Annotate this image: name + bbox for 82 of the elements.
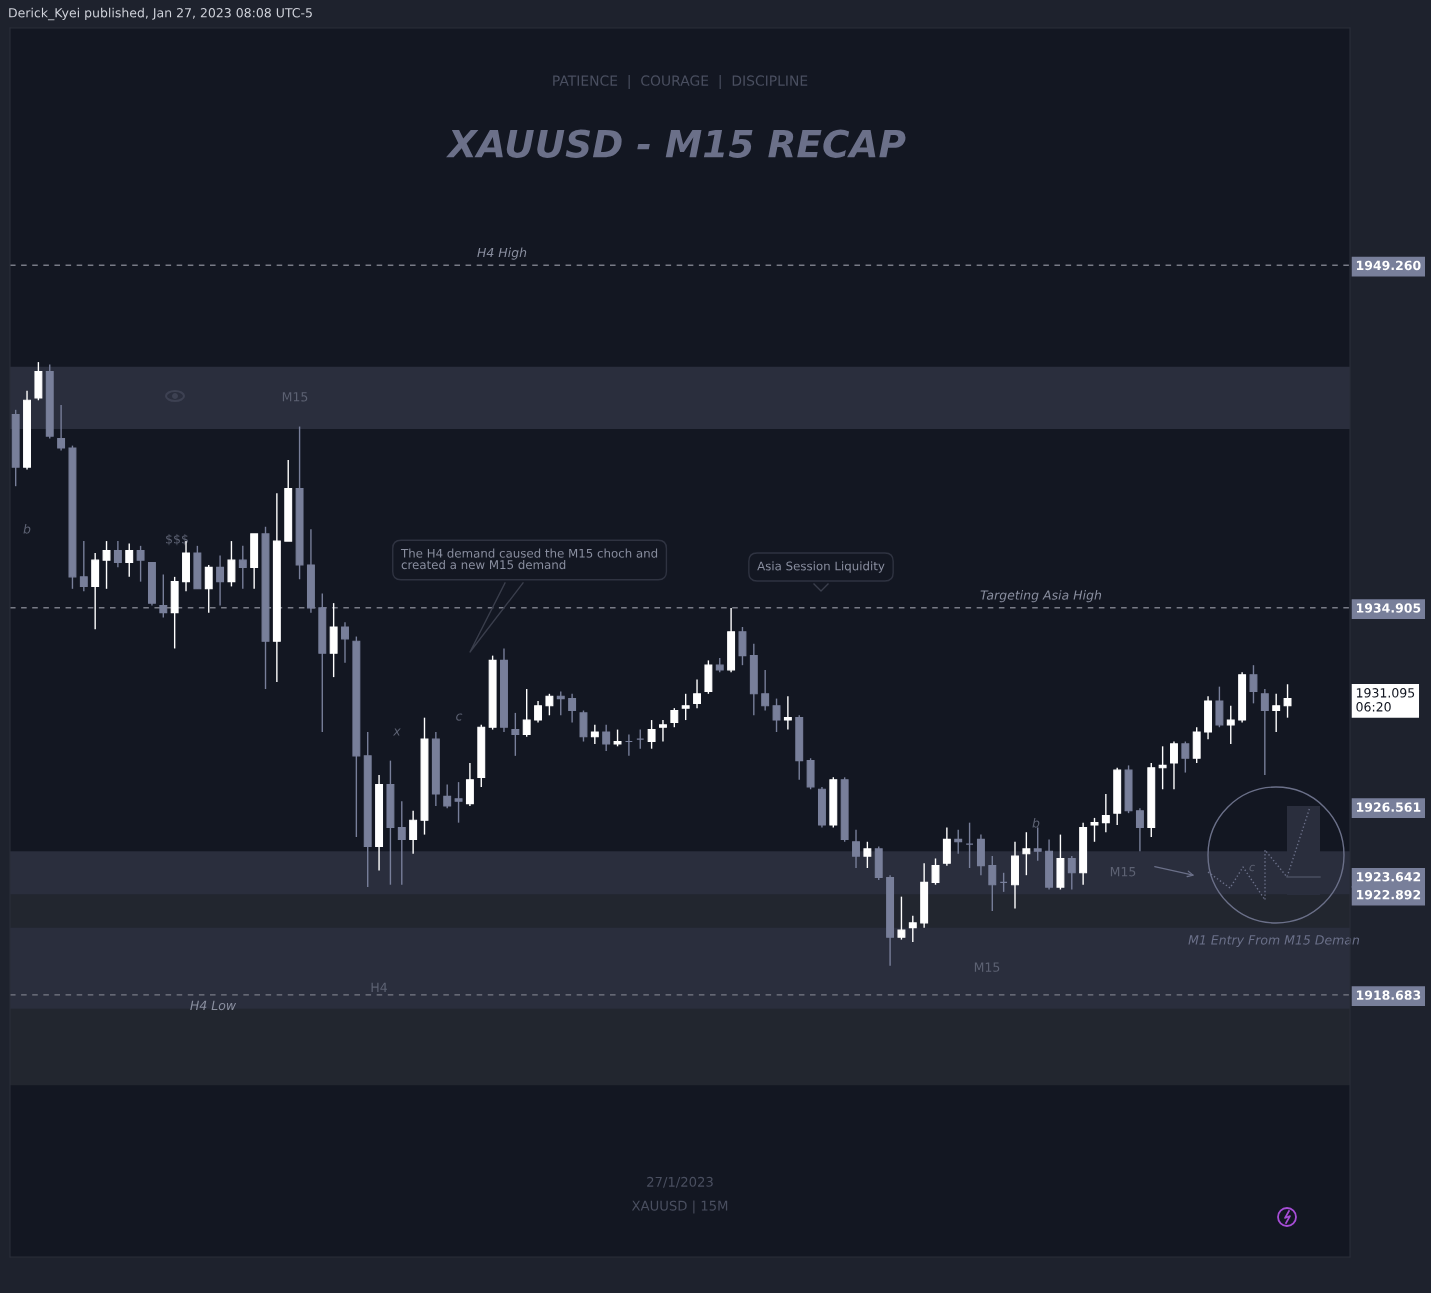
candlestick	[1101, 793, 1110, 833]
candlestick	[1181, 740, 1190, 774]
y-tick-label: 1931.095 06:20	[1356, 688, 1415, 712]
annotation: x	[392, 728, 401, 736]
ref-line-label: H4 Low	[190, 1000, 237, 1011]
annotation: M1 Entry From M15 Deman	[1188, 935, 1360, 948]
y-tick-label: 1926.561	[1356, 802, 1421, 812]
candlestick	[647, 719, 656, 750]
candlestick	[397, 800, 406, 886]
candlestick	[136, 545, 145, 583]
candlestick	[1170, 740, 1178, 790]
candlestick	[1090, 817, 1099, 843]
candlestick	[738, 626, 747, 666]
candlestick	[931, 857, 940, 886]
candlestick	[79, 540, 88, 592]
candlestick	[852, 829, 860, 869]
candlestick	[783, 695, 792, 731]
candlestick	[534, 700, 543, 724]
y-tick-label: 1918.683	[1356, 990, 1421, 1000]
annotation: Asia Session Liquidity	[757, 561, 885, 573]
candlestick	[1022, 831, 1031, 876]
candlestick	[57, 404, 66, 452]
candlestick	[204, 564, 213, 614]
candlestick	[988, 855, 997, 912]
candlestick	[659, 719, 667, 743]
candlestick	[1033, 826, 1042, 862]
candlestick	[1215, 685, 1224, 728]
candlestick	[341, 621, 349, 664]
annotation: 27/1/2023	[647, 1176, 713, 1188]
candlestick	[590, 724, 599, 745]
candlestick	[556, 690, 565, 716]
candlestick	[681, 693, 690, 721]
candlestick	[693, 678, 701, 709]
text: XAUUSD - M15 RECAP	[446, 129, 906, 158]
candlestick	[1135, 807, 1144, 853]
candlestick	[908, 915, 917, 943]
candlestick	[102, 540, 111, 590]
candlestick	[159, 573, 168, 619]
annotation: The H4 demand caused the M15 choch and created a new M15 demand	[400, 548, 658, 570]
candlestick	[579, 709, 588, 743]
candlestick	[545, 693, 554, 716]
candlestick	[761, 669, 770, 712]
candlestick	[568, 693, 577, 724]
candlestick	[954, 829, 963, 855]
candlestick	[1283, 683, 1292, 719]
text: PATIENCE | COURAGE | DISCIPLINE	[553, 75, 808, 89]
candlestick	[454, 781, 463, 824]
ref-line-label: Targeting Asia High	[980, 590, 1102, 603]
candlestick	[602, 724, 611, 752]
candlestick	[511, 712, 520, 757]
text: Derick_Kyei published, Jan 27, 2023 08:08 UTC-5	[9, 7, 312, 21]
candlestick	[636, 728, 645, 750]
annotation: XAUUSD | 15M	[631, 1200, 728, 1214]
y-tick-label: 1923.642	[1356, 872, 1421, 882]
candlestick	[897, 895, 906, 941]
candlestick	[863, 841, 872, 869]
candlestick	[216, 554, 225, 607]
candlestick	[125, 542, 134, 578]
candlestick	[238, 545, 247, 590]
y-tick-label: 1922.892	[1356, 889, 1421, 900]
annotation: $$$	[166, 533, 188, 546]
candlestick	[522, 688, 531, 738]
candlestick	[670, 707, 679, 728]
candlestick	[772, 697, 781, 733]
annotation: b	[23, 523, 31, 534]
candlestick	[1249, 664, 1258, 705]
candlestick	[1226, 705, 1235, 745]
candlestick	[1260, 688, 1269, 776]
candlestick	[1272, 693, 1281, 733]
y-tick-label: 1934.905	[1356, 603, 1421, 613]
annotation: c	[456, 713, 463, 721]
ref-line-label: H4 High	[477, 247, 527, 260]
candlestick	[227, 540, 236, 588]
candlestick	[942, 826, 951, 867]
annotation: b	[1032, 817, 1040, 828]
candlestick	[113, 540, 122, 569]
candlestick	[1067, 855, 1076, 891]
candlestick	[465, 762, 474, 807]
candlestick	[409, 810, 418, 855]
candlestick	[1158, 745, 1167, 790]
y-tick-label: 1949.260	[1356, 260, 1421, 271]
candlestick	[443, 783, 452, 810]
